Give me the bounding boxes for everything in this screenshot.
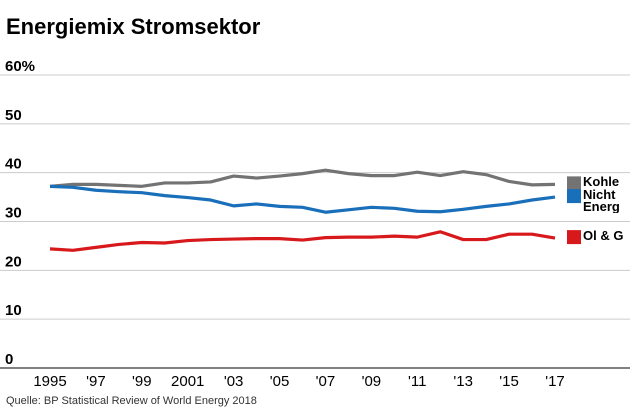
- y-tick-label: 50: [5, 107, 22, 124]
- y-tick-label: 10: [5, 302, 22, 319]
- x-tick-label: '05: [270, 373, 290, 390]
- x-tick-label: '15: [499, 373, 519, 390]
- x-tick-label: '07: [316, 373, 336, 390]
- legend-swatch: [567, 189, 581, 204]
- series-line: [49, 184, 556, 214]
- x-tick-label: 1995: [33, 373, 66, 390]
- chart-title: Energiemix Stromsektor: [6, 14, 261, 39]
- y-tick-label: 0: [5, 351, 13, 368]
- x-tick-label: '17: [545, 373, 565, 390]
- y-tick-label: 40: [5, 156, 22, 173]
- x-tick-label: '09: [362, 373, 382, 390]
- legend-label: Öl & G: [583, 230, 624, 243]
- legend-label: Kohle: [583, 176, 620, 189]
- y-tick-label: 20: [5, 253, 22, 270]
- series-line: [49, 230, 556, 252]
- y-tick-label: 60%: [5, 58, 35, 75]
- y-tick-label: 30: [5, 205, 22, 222]
- x-tick-label: '13: [453, 373, 473, 390]
- x-tick-label: '11: [408, 373, 426, 390]
- legend-swatch: [567, 176, 581, 191]
- series-line: [49, 168, 556, 188]
- x-tick-label: '03: [224, 373, 244, 390]
- x-tick-label: 2001: [171, 373, 204, 390]
- x-tick-label: '99: [132, 373, 152, 390]
- legend-label: Nicht Energ: [583, 189, 620, 214]
- legend-swatch: [567, 230, 581, 245]
- source-note: Quelle: BP Statistical Review of World E…: [6, 395, 257, 407]
- x-tick-label: '97: [86, 373, 106, 390]
